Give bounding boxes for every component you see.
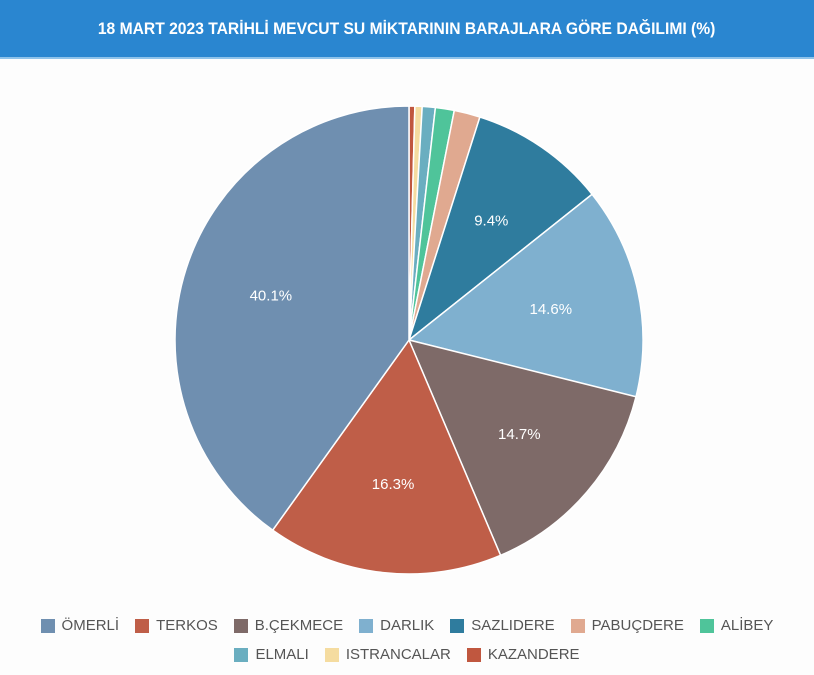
legend-label: DARLIK	[380, 617, 435, 634]
pie-slice-b.çekmece[interactable]	[407, 338, 637, 557]
legend-item-elmali[interactable]: ELMALI	[234, 646, 309, 663]
slice-label: 14.6%	[530, 301, 573, 318]
legend-item-terkos[interactable]: TERKOS	[135, 617, 218, 634]
legend-swatch	[359, 618, 374, 633]
legend-item-alibey[interactable]: ALİBEY	[699, 617, 774, 634]
legend-swatch	[466, 647, 481, 662]
legend-label: B.ÇEKMECE	[254, 617, 344, 634]
legend-item-pabucdere[interactable]: PABUÇDERE	[570, 617, 684, 634]
pie-slice-ömerli̇[interactable]	[174, 105, 410, 532]
legend-item-sazlidere[interactable]: SAZLIDERE	[450, 617, 555, 634]
chart-header: 18 MART 2023 TARİHLİ MEVCUT SU MİKTARINI…	[0, 0, 814, 59]
pie-slice-terkos[interactable]	[271, 338, 502, 575]
legend-item-istrancalar[interactable]: ISTRANCALAR	[324, 646, 451, 663]
chart-legend: ÖMERLİ TERKOS B.ÇEKMECE DARLIK SAZLIDERE…	[0, 617, 814, 663]
legend-label: ISTRANCALAR	[345, 646, 451, 663]
pie-slices	[174, 105, 644, 575]
legend-label: TERKOS	[156, 617, 218, 634]
slice-label: 16.3%	[372, 476, 415, 493]
pie-slice-sazlidere[interactable]	[407, 116, 594, 343]
legend-swatch	[570, 618, 585, 633]
legend-item-darlik[interactable]: DARLIK	[359, 617, 434, 634]
legend-label: ALİBEY	[720, 617, 774, 634]
legend-label: ÖMERLİ	[61, 617, 120, 634]
legend-item-bcekmece[interactable]: B.ÇEKMECE	[233, 617, 344, 634]
legend-swatch	[450, 618, 465, 633]
legend-label: ELMALI	[255, 646, 309, 663]
legend-item-kazandere[interactable]: KAZANDERE	[466, 646, 580, 663]
slice-label: 40.1%	[250, 288, 293, 305]
legend-label: PABUÇDERE	[591, 617, 684, 634]
chart-title: 18 MART 2023 TARİHLİ MEVCUT SU MİKTARINI…	[98, 18, 716, 38]
legend-swatch	[234, 647, 249, 662]
pie-labels: 9.4% 14.6% 14.7% 16.3% 40.1%	[250, 213, 572, 494]
pie-slice-darlik[interactable]	[407, 193, 644, 398]
legend-label: SAZLIDERE	[471, 617, 555, 634]
legend-swatch	[40, 618, 55, 633]
legend-swatch	[233, 618, 248, 633]
legend-swatch	[324, 647, 339, 662]
slice-label: 14.7%	[498, 426, 541, 443]
legend-swatch	[699, 618, 714, 633]
slice-label: 9.4%	[474, 213, 508, 230]
legend-label: KAZANDERE	[487, 646, 580, 663]
legend-swatch	[135, 618, 150, 633]
legend-item-omerli[interactable]: ÖMERLİ	[40, 617, 120, 634]
pie-chart: 9.4% 14.6% 14.7% 16.3% 40.1%	[174, 105, 644, 575]
